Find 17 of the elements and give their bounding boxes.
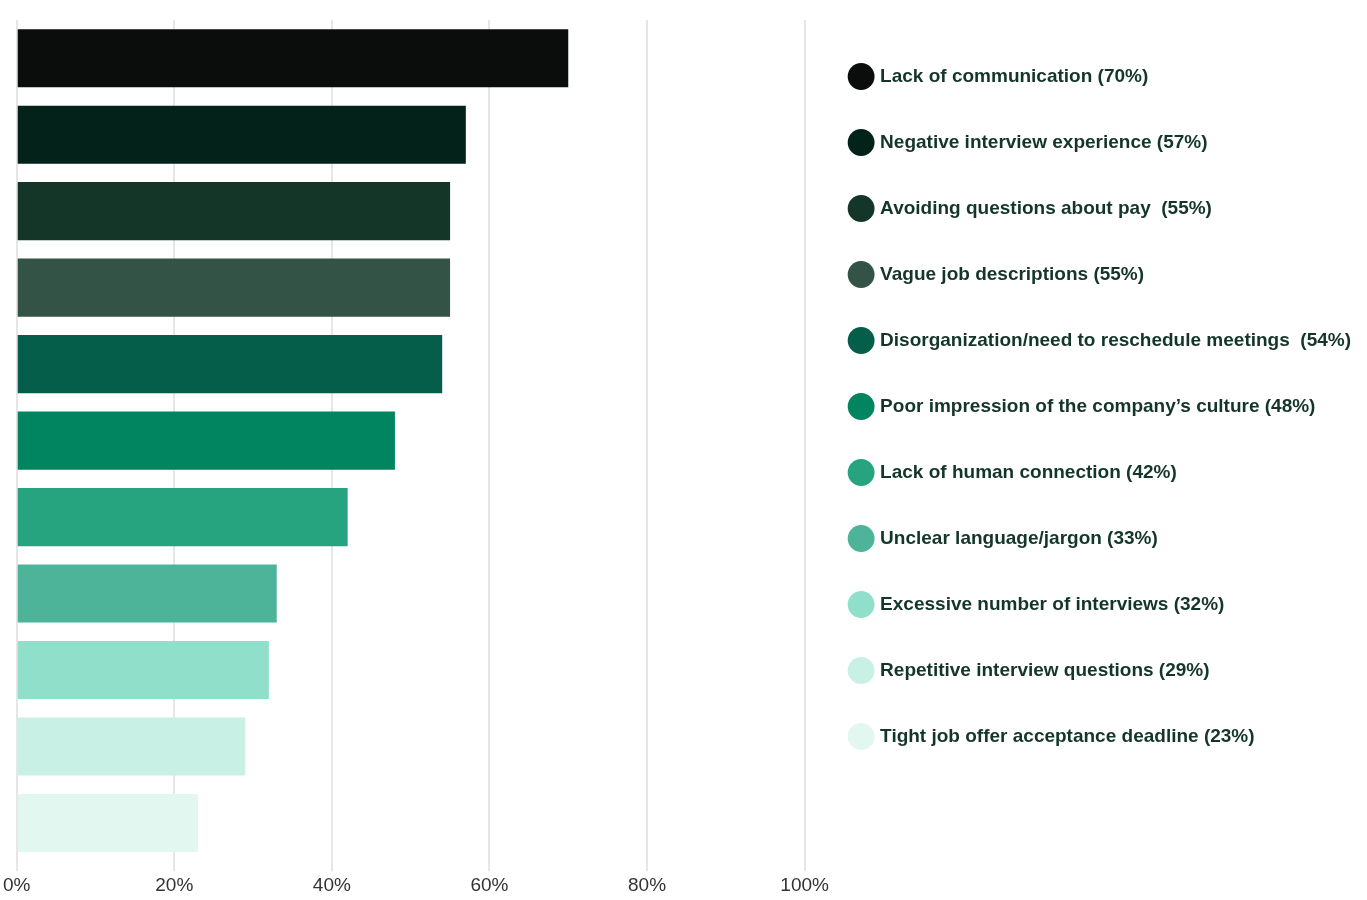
x-tick-label: 0% — [3, 873, 31, 895]
x-tick-label: 80% — [628, 873, 667, 895]
legend-label: Negative interview experience (57%) — [880, 130, 1208, 152]
legend-label: Lack of human connection (42%) — [880, 460, 1177, 482]
legend-label: Lack of communication (70%) — [880, 64, 1149, 86]
x-tick-label: 40% — [312, 873, 351, 895]
x-tick-label: 100% — [780, 873, 830, 895]
legend-label: Excessive number of interviews (32%) — [880, 592, 1225, 614]
legend-label: Poor impression of the company’s culture (48%) — [880, 394, 1316, 416]
legend-label: Repetitive interview questions (29%) — [880, 658, 1210, 680]
legend-label: Vague job descriptions (55%) — [880, 262, 1145, 284]
x-tick-label: 20% — [155, 873, 194, 895]
legend-label: Avoiding questions about pay (55%) — [880, 196, 1212, 218]
legend-label: Disorganization/need to reschedule meetings (54%) — [880, 328, 1352, 350]
legend-label: Tight job offer acceptance deadline (23%) — [880, 724, 1255, 746]
legend-label: Unclear language/jargon (33%) — [880, 526, 1158, 548]
x-tick-label: 60% — [470, 873, 509, 895]
